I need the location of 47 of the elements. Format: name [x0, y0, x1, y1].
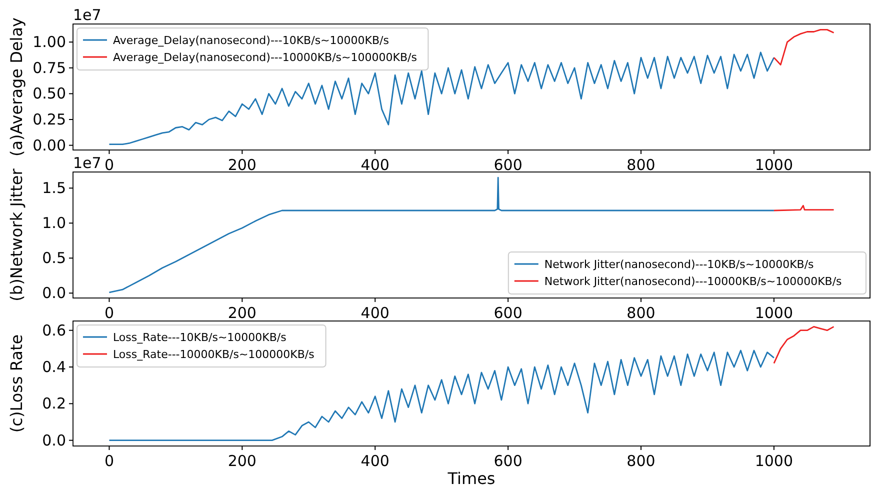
y-tick-label: 0.00 — [32, 136, 66, 154]
x-tick-label: 400 — [360, 452, 390, 470]
x-tick-label: 200 — [228, 156, 256, 174]
legend-label: Network Jitter(nanosecond)---10000KB/s~100000KB/s — [544, 275, 842, 288]
x-tick-label: 0 — [104, 452, 114, 470]
x-tick-label: 1000 — [754, 156, 794, 174]
line-series — [108, 52, 775, 145]
line-series — [773, 28, 834, 66]
legend-label: Average_Delay(nanosecond)---10000KB/s~100000KB/s — [113, 51, 418, 64]
y-axis-title: (c)Loss Rate — [7, 334, 26, 433]
y-tick-label: 0.75 — [32, 58, 66, 77]
y-tick-label: 0.4 — [42, 358, 66, 376]
annotation: 1e7 — [73, 154, 102, 172]
y-tick-label: 1.0 — [42, 214, 66, 232]
y-tick-label: 0.0 — [42, 431, 66, 450]
x-tick-label: 1000 — [754, 452, 794, 470]
x-tick-label: 0 — [104, 304, 114, 322]
x-tick-label: 400 — [360, 156, 390, 174]
legend-label: Loss_Rate---10000KB/s~100000KB/s — [113, 348, 315, 361]
x-tick-label: 200 — [228, 304, 256, 322]
y-tick-label: 0.0 — [42, 284, 66, 302]
line-series — [773, 326, 834, 364]
legend-label: Loss_Rate---10KB/s~10000KB/s — [113, 331, 287, 344]
y-tick-label: 0.6 — [42, 321, 66, 340]
y-tick-label: 1.00 — [32, 33, 66, 52]
legend-label: Average_Delay(nanosecond)---10KB/s~10000KB/s — [113, 34, 390, 47]
line-series — [108, 350, 775, 442]
x-tick-label: 600 — [494, 304, 522, 322]
x-tick-label: 1000 — [754, 304, 794, 322]
annotation: 1e7 — [73, 6, 102, 24]
x-tick-label: 400 — [360, 304, 390, 322]
y-tick-label: 1.5 — [42, 179, 66, 198]
x-tick-label: 200 — [228, 452, 256, 470]
x-tick-label: 800 — [626, 304, 656, 322]
x-tick-label: 600 — [494, 452, 522, 470]
x-tick-label: 800 — [626, 452, 656, 470]
y-axis-title: (b)Network Jitter — [7, 168, 26, 302]
x-axis-title: Times — [446, 469, 496, 488]
y-tick-label: 0.50 — [32, 84, 66, 103]
y-tick-label: 0.5 — [42, 249, 66, 268]
y-axis-title: (a)Average Delay — [7, 18, 26, 156]
y-tick-label: 0.25 — [32, 110, 66, 128]
x-tick-label: 800 — [626, 156, 656, 174]
legend-label: Network Jitter(nanosecond)---10KB/s~10000KB/s — [544, 258, 814, 271]
x-tick-label: 600 — [494, 156, 522, 174]
y-tick-label: 0.2 — [42, 394, 66, 413]
x-tick-label: 0 — [104, 156, 114, 174]
